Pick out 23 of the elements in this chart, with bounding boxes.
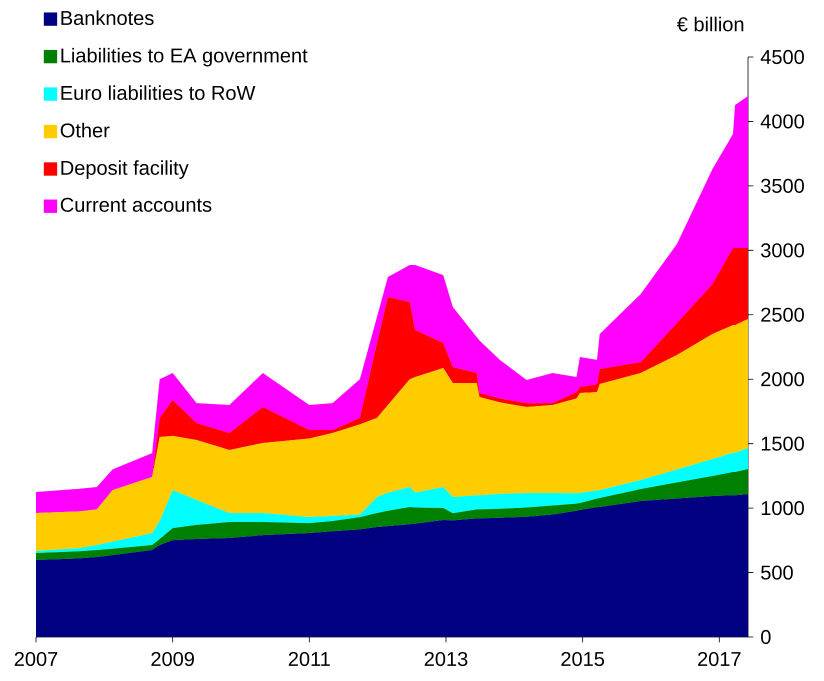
x-tick-label: 2007 bbox=[14, 652, 58, 666]
legend-label: Current accounts bbox=[60, 198, 212, 212]
x-tick-label: 2009 bbox=[151, 652, 194, 666]
x-tick-label: 2013 bbox=[424, 652, 468, 666]
y-tick-label: 4500 bbox=[760, 50, 804, 64]
legend-label: Other bbox=[60, 122, 110, 138]
y-tick-label: 500 bbox=[761, 565, 793, 580]
x-tick-label: 2017 bbox=[698, 652, 741, 666]
legend-label: Liabilities to EA government bbox=[61, 48, 308, 66]
y-tick-label: 3000 bbox=[761, 243, 804, 258]
x-tick-label: 2015 bbox=[561, 652, 604, 666]
y-tick-label: 0 bbox=[761, 630, 771, 644]
legend-label: Euro liabilities to RoW bbox=[61, 85, 256, 100]
y-tick-label: 1000 bbox=[762, 501, 804, 516]
y-axis-title: € billion bbox=[676, 16, 744, 32]
y-tick-label: 4000 bbox=[760, 114, 804, 129]
x-tick-label: 2011 bbox=[288, 652, 330, 666]
y-tick-label: 1500 bbox=[762, 436, 804, 451]
legend-label: Banknotes bbox=[61, 10, 154, 26]
y-tick-label: 2000 bbox=[761, 372, 804, 386]
y-tick-label: 2500 bbox=[761, 308, 804, 322]
y-tick-label: 3500 bbox=[761, 178, 804, 193]
legend-label: Deposit facility bbox=[61, 160, 189, 179]
